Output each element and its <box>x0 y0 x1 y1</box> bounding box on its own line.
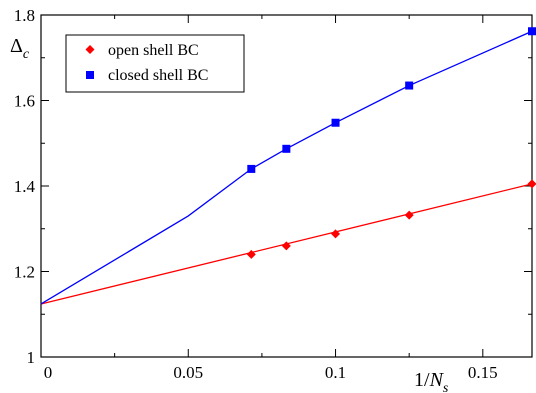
x-axis-title-prefix: 1/ <box>414 369 430 391</box>
legend-marker-open-shell <box>85 45 95 54</box>
point-open-shell <box>404 210 414 220</box>
y-tick-label: 1.2 <box>14 263 35 282</box>
legend-label-open-shell: open shell BC <box>108 42 199 59</box>
point-closed-shell <box>528 27 536 36</box>
y-axis-title-main: Δ <box>10 35 23 57</box>
point-open-shell <box>331 229 341 239</box>
x-axis-title-main: N <box>429 369 445 391</box>
point-open-shell <box>527 179 536 189</box>
x-axis-title: 1/Ns <box>414 369 449 393</box>
axis-tick-labels: 0 0.05 0.1 0.15 1 1.2 1.4 1.6 1.8 <box>14 6 498 382</box>
y-tick-label: 1.4 <box>14 177 36 196</box>
y-axis-title: Δc <box>10 35 30 62</box>
x-axis-title-sub: s <box>443 381 449 393</box>
data-points <box>246 27 536 259</box>
y-axis-title-sub: c <box>23 47 30 62</box>
x-tick-label: 0.15 <box>468 363 498 382</box>
point-closed-shell <box>282 144 291 153</box>
point-open-shell <box>246 249 256 259</box>
x-tick-label: 0.05 <box>173 363 203 382</box>
legend-box <box>65 34 245 93</box>
x-tick-label: 0 <box>44 363 53 382</box>
y-tick-label: 1 <box>27 348 36 367</box>
legend-marker-closed-shell <box>86 71 94 79</box>
y-tick-label: 1.6 <box>14 92 35 111</box>
point-closed-shell <box>405 81 414 90</box>
y-tick-label: 1.8 <box>14 6 35 25</box>
point-closed-shell <box>331 118 340 127</box>
point-closed-shell <box>247 164 256 173</box>
x-tick-label: 0.1 <box>325 363 346 382</box>
legend: open shell BC closed shell BC <box>65 34 245 93</box>
legend-label-closed-shell: closed shell BC <box>108 67 208 84</box>
point-open-shell <box>281 241 291 251</box>
